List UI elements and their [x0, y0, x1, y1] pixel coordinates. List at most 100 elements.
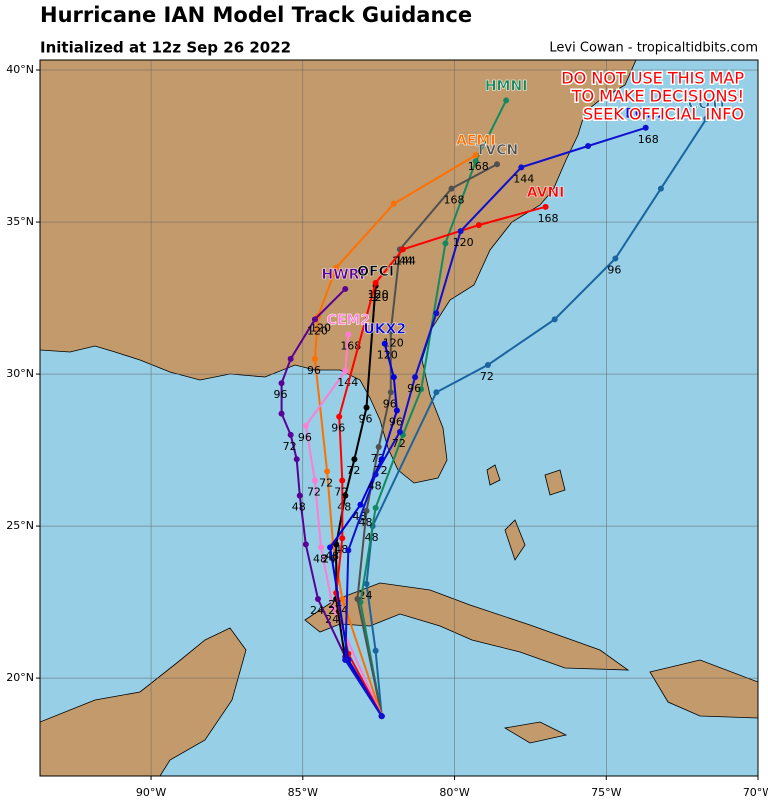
track-point — [339, 535, 346, 542]
track-line — [359, 99, 507, 717]
track-point — [551, 316, 558, 323]
track-point — [345, 547, 352, 554]
track-point — [372, 279, 379, 286]
track-name: EGR2 — [625, 106, 667, 122]
track-point — [372, 647, 379, 654]
hour-label: 96 — [407, 382, 421, 395]
track-point — [287, 355, 294, 362]
track-point — [311, 355, 318, 362]
hour-label: 24 — [322, 552, 336, 565]
lon-tick-label: 70°W — [743, 786, 768, 799]
hour-label: 96 — [298, 431, 312, 444]
lon-tick-label: 90°W — [136, 786, 166, 799]
hour-label: 168 — [468, 160, 489, 173]
hour-label: 72 — [392, 437, 406, 450]
track-point — [330, 605, 337, 612]
jamaica — [503, 721, 568, 744]
track-point — [390, 374, 397, 381]
track-point — [342, 492, 349, 499]
track-point — [342, 285, 349, 292]
hour-label: 120 — [310, 321, 331, 334]
hour-label: 72 — [346, 464, 360, 477]
hour-label: 48 — [368, 479, 382, 492]
track-point — [351, 456, 358, 463]
track-point — [324, 468, 331, 475]
track-point — [399, 246, 406, 253]
track-point — [372, 471, 379, 478]
track-point — [345, 331, 352, 338]
track-point — [311, 316, 318, 323]
track-name: AVNI — [527, 185, 565, 201]
track-point — [363, 580, 370, 587]
hour-label: 168 — [538, 212, 559, 225]
track-point — [448, 185, 455, 192]
track-point — [333, 541, 340, 548]
track-line — [280, 288, 383, 717]
track-point — [433, 310, 440, 317]
hour-label: 96 — [331, 422, 345, 435]
lat-tick-label: 30°N — [6, 367, 34, 380]
track-point — [354, 596, 361, 603]
hour-label: 144 — [513, 172, 534, 185]
track-point — [363, 507, 370, 514]
hour-label: 120 — [383, 337, 404, 350]
hour-label: 72 — [319, 476, 333, 489]
lat-tick-label: 20°N — [6, 671, 34, 684]
hour-label: 72 — [334, 485, 348, 498]
track-point — [357, 501, 364, 508]
hour-label: 168 — [638, 133, 659, 146]
track-name: UKX2 — [363, 322, 406, 338]
track-point — [612, 255, 619, 262]
hour-label: 168 — [340, 340, 361, 353]
track-point — [393, 407, 400, 414]
warning-line: DO NOT USE THIS MAP — [561, 69, 744, 88]
hour-label: 120 — [307, 324, 328, 337]
hour-label: 48 — [352, 510, 366, 523]
hour-label: 72 — [307, 485, 321, 498]
hour-label: 48 — [313, 552, 327, 565]
track-name: OFCI — [357, 264, 394, 280]
track-point — [363, 404, 370, 411]
hour-label: 24 — [310, 604, 324, 617]
track-point — [302, 541, 309, 548]
yucatan — [40, 627, 247, 776]
track-point — [327, 544, 334, 551]
track-point — [472, 158, 479, 165]
track-point — [314, 596, 321, 603]
track-line — [335, 285, 383, 717]
track-point — [390, 200, 397, 207]
hour-label: 72 — [480, 370, 494, 383]
lon-tick-label: 75°W — [591, 786, 621, 799]
track-point — [642, 124, 649, 131]
hispaniola — [649, 659, 758, 719]
tracks: 2448729648729612014416824487296120168244… — [274, 97, 710, 720]
track-point — [381, 340, 388, 347]
hour-label: 48 — [337, 501, 351, 514]
hour-label: 120 — [368, 288, 389, 301]
lon-tick-label: 80°W — [439, 786, 469, 799]
track-point — [293, 456, 300, 463]
lon-tick-label: 85°W — [288, 786, 318, 799]
track-point — [339, 596, 346, 603]
track-point — [278, 380, 285, 387]
map-area: 2448729648729612014416824487296120168244… — [40, 60, 758, 776]
track-point — [342, 656, 349, 663]
ticks: 90°W 85°W 80°W 75°W 70°W 20°N 25°N 30°N 35°N 40°N — [6, 63, 768, 799]
hour-label: 96 — [389, 416, 403, 429]
track-point — [387, 389, 394, 396]
track-point — [296, 492, 303, 499]
hour-label: 96 — [383, 397, 397, 410]
track-point — [287, 431, 294, 438]
track-point — [387, 328, 394, 335]
track-point — [412, 374, 419, 381]
track-point — [494, 161, 501, 168]
track-point — [442, 240, 449, 247]
hour-label: 120 — [453, 236, 474, 249]
hour-label: 48 — [334, 543, 348, 556]
title: Hurricane IAN Model Track Guidance — [40, 3, 472, 27]
track-point — [484, 361, 491, 368]
lat-tick-label: 40°N — [6, 63, 34, 76]
hour-label: 144 — [395, 254, 416, 267]
track-point — [657, 185, 664, 192]
